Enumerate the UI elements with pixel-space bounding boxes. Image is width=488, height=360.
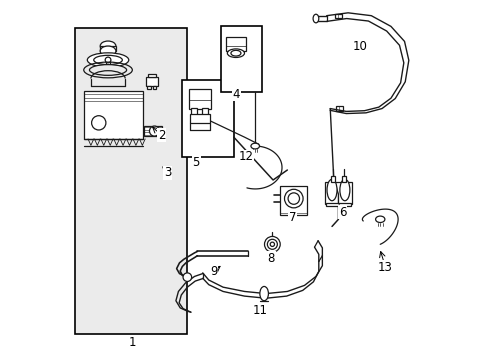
Text: 7: 7	[288, 211, 296, 224]
Text: 6: 6	[338, 206, 346, 219]
Bar	[280, 186, 307, 215]
Ellipse shape	[227, 49, 244, 58]
Bar	[106, 60, 110, 66]
Ellipse shape	[264, 237, 280, 252]
Ellipse shape	[100, 41, 116, 51]
Bar	[335, 14, 342, 18]
Bar	[146, 77, 158, 86]
Ellipse shape	[183, 273, 191, 282]
Bar	[152, 86, 156, 89]
Ellipse shape	[339, 179, 349, 201]
Bar	[182, 80, 233, 157]
Ellipse shape	[89, 64, 126, 75]
Ellipse shape	[250, 143, 259, 149]
Bar	[221, 26, 262, 93]
Bar	[190, 114, 210, 123]
Ellipse shape	[87, 53, 128, 67]
Ellipse shape	[270, 242, 274, 247]
Text: 11: 11	[253, 304, 267, 317]
Bar	[100, 46, 116, 51]
Bar	[225, 37, 245, 51]
Text: 13: 13	[377, 261, 392, 274]
Bar	[325, 203, 350, 206]
Ellipse shape	[326, 179, 336, 201]
Bar	[190, 108, 197, 115]
Bar	[148, 74, 156, 77]
Text: 2: 2	[158, 129, 165, 142]
Ellipse shape	[105, 57, 111, 63]
Bar	[75, 28, 187, 334]
Text: 9: 9	[210, 265, 218, 278]
Text: 1: 1	[128, 336, 136, 349]
Text: 3: 3	[163, 166, 171, 179]
Ellipse shape	[94, 55, 122, 64]
Bar	[189, 89, 210, 109]
Ellipse shape	[284, 189, 303, 208]
Ellipse shape	[375, 216, 384, 222]
Text: 8: 8	[267, 252, 274, 265]
Ellipse shape	[259, 287, 268, 301]
Ellipse shape	[312, 14, 318, 23]
Text: 12: 12	[238, 150, 253, 163]
Bar	[147, 86, 151, 89]
Ellipse shape	[100, 46, 116, 56]
Bar	[143, 126, 162, 136]
Text: 4: 4	[232, 88, 240, 101]
Bar	[336, 107, 343, 111]
Bar	[324, 182, 351, 203]
Bar	[330, 176, 334, 182]
Ellipse shape	[149, 126, 159, 136]
Bar	[84, 91, 143, 139]
Text: 10: 10	[352, 40, 367, 53]
Bar	[341, 176, 346, 182]
Ellipse shape	[230, 50, 241, 56]
Bar	[201, 108, 207, 115]
Text: 5: 5	[192, 156, 200, 168]
